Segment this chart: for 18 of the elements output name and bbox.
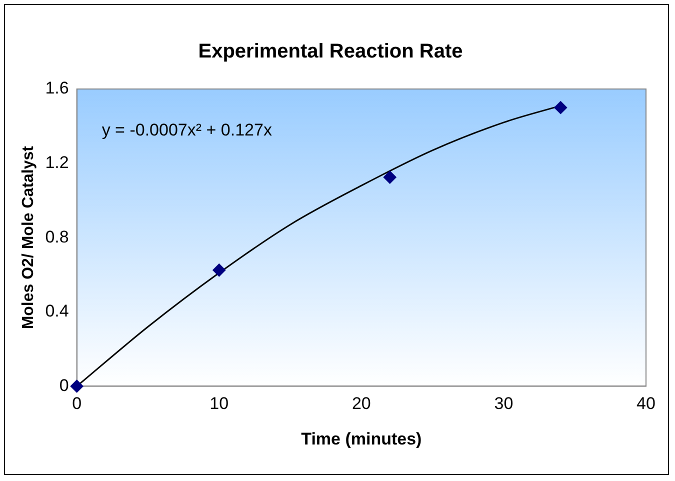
x-tick-label: 40 [636,394,656,414]
x-tick-label: 20 [352,394,371,414]
point [383,170,396,184]
x-tick-label: 10 [210,394,229,414]
y-tick-label: 0 [59,376,69,395]
y-tick-label: 1.6 [45,78,69,98]
x-axis-title: Time (minutes) [301,429,422,448]
y-tick-label: 0.8 [45,227,69,246]
point [70,380,84,393]
y-axis-title: Moles O2/ Mole Catalyst [20,145,38,330]
point [554,101,568,114]
y-tick-label: 1.2 [45,152,69,172]
x-tick-label: 30 [494,394,514,414]
annotation: y = -0.0007x² + 0.127x [102,120,272,140]
y-tick-label: 0.4 [45,302,69,321]
point [212,264,226,277]
x-tick-label: 0 [72,394,82,414]
chart-title: Experimental Reaction Rate [198,40,463,63]
